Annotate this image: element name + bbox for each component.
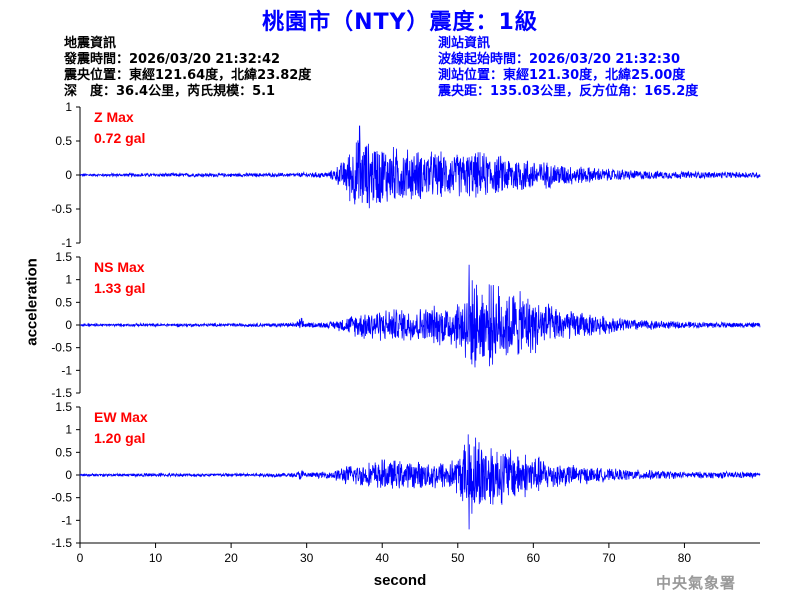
y-tick-label: 1.5 xyxy=(55,250,72,264)
y-tick-label: -0.5 xyxy=(51,491,72,505)
x-tick-label: 70 xyxy=(602,551,616,565)
x-tick-label: 10 xyxy=(149,551,163,565)
y-tick-label: 1 xyxy=(65,100,72,114)
x-tick-label: 0 xyxy=(77,551,84,565)
y-tick-label: 1 xyxy=(65,273,72,287)
x-tick-label: 40 xyxy=(376,551,390,565)
y-tick-label: 0 xyxy=(65,168,72,182)
waveform-z xyxy=(79,125,761,209)
y-tick-label: -1 xyxy=(61,363,72,377)
max-value-ew: 1.20 gal xyxy=(94,430,145,446)
y-tick-label: -1.5 xyxy=(51,386,72,400)
y-tick-label: -1 xyxy=(61,236,72,250)
max-value-z: 0.72 gal xyxy=(94,130,145,146)
agency-watermark: 中央氣象署 xyxy=(656,574,737,592)
x-tick-label: 50 xyxy=(451,551,465,565)
y-tick-label: 0.5 xyxy=(55,134,72,148)
y-tick-label: 1 xyxy=(65,423,72,437)
origin-time: 發震時間：2026/03/20 21:32:42 xyxy=(64,52,281,67)
y-axis-label: acceleration xyxy=(23,258,41,346)
y-tick-label: -0.5 xyxy=(51,341,72,355)
x-tick-label: 30 xyxy=(300,551,314,565)
earthquake-info-heading: 地震資訊 xyxy=(64,36,117,51)
max-value-ns: 1.33 gal xyxy=(94,280,145,296)
y-tick-label: -0.5 xyxy=(51,202,72,216)
x-tick-label: 60 xyxy=(527,551,541,565)
x-tick-label: 80 xyxy=(678,551,692,565)
y-tick-label: 0 xyxy=(65,468,72,482)
y-tick-label: 0 xyxy=(65,318,72,332)
y-tick-label: -1 xyxy=(61,513,72,527)
y-tick-label: -1.5 xyxy=(51,536,72,550)
station-info-heading: 測站資訊 xyxy=(438,36,491,51)
max-label-z: Z Max xyxy=(94,109,134,125)
epicenter-location: 震央位置：東經121.64度，北緯23.82度 xyxy=(64,68,312,83)
max-label-ew: EW Max xyxy=(94,409,148,425)
x-axis-label: second xyxy=(373,572,427,589)
earthquake-info: 地震資訊 發震時間：2026/03/20 21:32:42 震央位置：東經121… xyxy=(64,36,311,100)
depth-magnitude: 深 度：36.4公里，芮氏規模：5.1 xyxy=(64,84,276,99)
waveform-ns xyxy=(79,264,761,368)
wave-start-time: 波線起始時間：2026/03/20 21:32:30 xyxy=(438,52,681,67)
max-label-ns: NS Max xyxy=(94,259,145,275)
y-tick-label: 0.5 xyxy=(55,445,72,459)
epicentral-distance: 震央距：135.03公里，反方位角：165.2度 xyxy=(438,84,699,99)
x-tick-label: 20 xyxy=(224,551,238,565)
station-info: 測站資訊 波線起始時間：2026/03/20 21:32:30 測站位置：東經1… xyxy=(438,36,698,100)
chart-title: 桃園市（NTY）震度：1級 xyxy=(262,10,538,35)
y-tick-label: 0.5 xyxy=(55,295,72,309)
y-tick-label: 1.5 xyxy=(55,400,72,414)
station-location: 測站位置：東經121.30度，北緯25.00度 xyxy=(438,68,686,83)
waveform-ew xyxy=(79,434,761,530)
